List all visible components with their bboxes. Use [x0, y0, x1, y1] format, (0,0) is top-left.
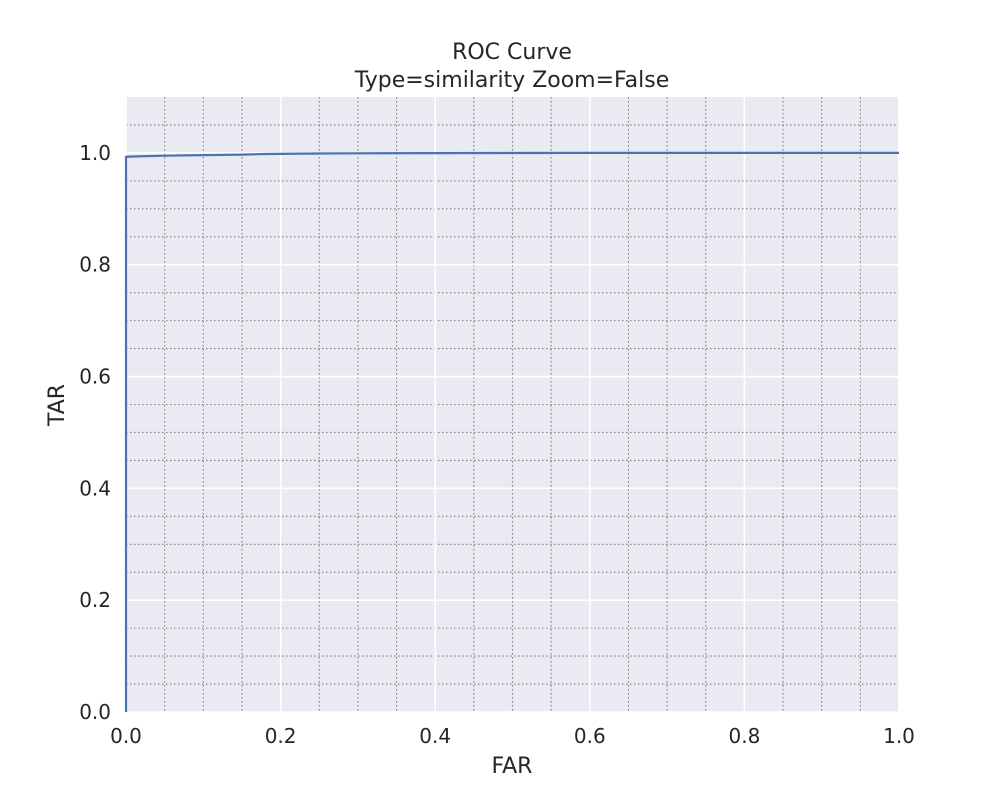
- x-tick-label: 0.6: [574, 724, 606, 748]
- chart-subtitle: Type=similarity Zoom=False: [354, 68, 670, 93]
- minor-gridlines: [126, 97, 899, 712]
- x-tick-label: 1.0: [883, 724, 915, 748]
- y-tick-label: 0.0: [79, 700, 111, 724]
- roc-series-line-0: [124, 151, 899, 712]
- y-tick-label: 0.2: [79, 588, 111, 612]
- x-tick-label: 0.8: [728, 724, 760, 748]
- y-axis-label: TAR: [45, 384, 70, 427]
- series-layer: [124, 151, 899, 712]
- x-tick-label: 0.0: [110, 724, 142, 748]
- chart-title: ROC Curve: [452, 40, 572, 65]
- y-axis-ticks: 0.0 0.2 0.4 0.6 0.8 1.0: [79, 141, 111, 724]
- x-axis-ticks: 0.0 0.2 0.4 0.6 0.8 1.0: [110, 724, 915, 748]
- y-tick-label: 0.8: [79, 253, 111, 277]
- x-tick-label: 0.4: [419, 724, 451, 748]
- x-tick-label: 0.2: [265, 724, 297, 748]
- x-axis-label: FAR: [492, 754, 533, 779]
- y-tick-label: 0.6: [79, 365, 111, 389]
- y-tick-label: 0.4: [79, 476, 111, 500]
- y-tick-label: 1.0: [79, 141, 111, 165]
